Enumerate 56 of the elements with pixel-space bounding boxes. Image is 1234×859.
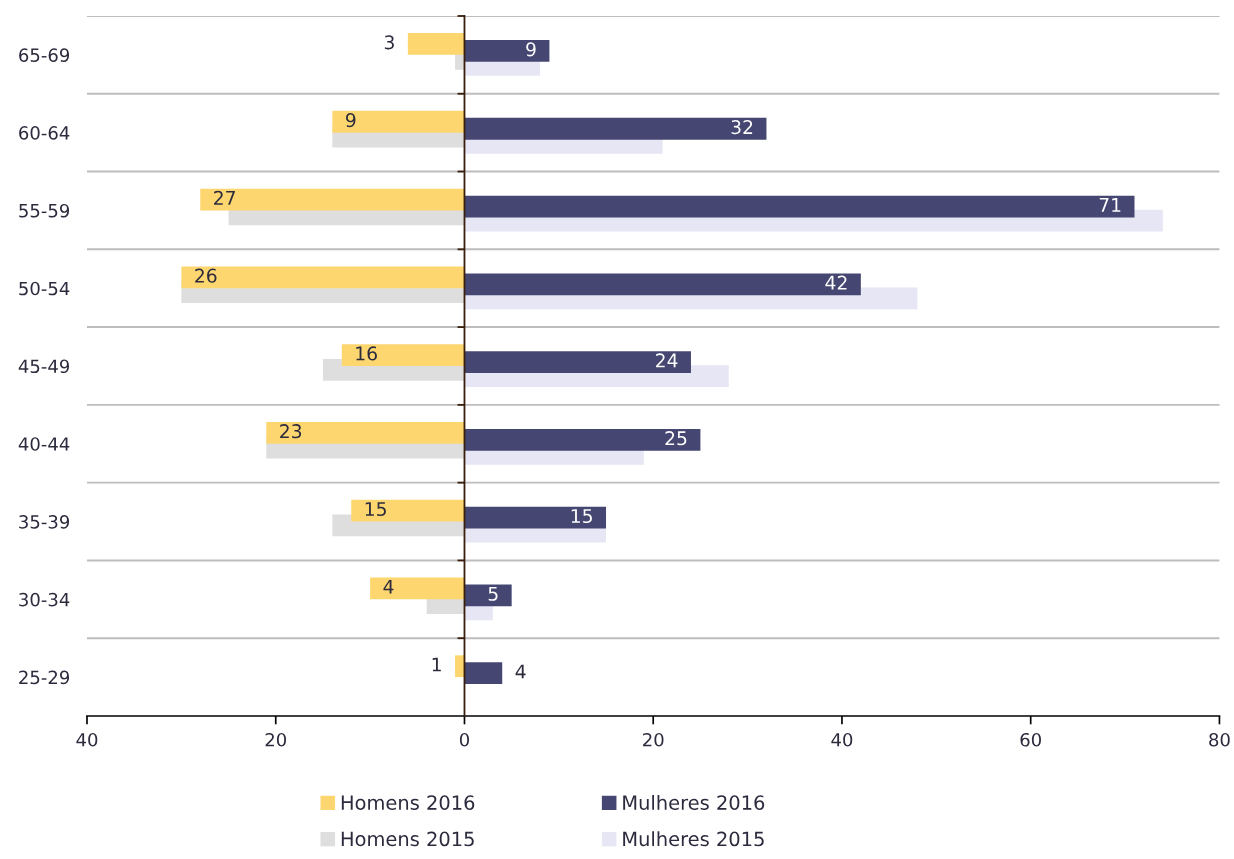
bar bbox=[332, 110, 465, 133]
bar bbox=[370, 577, 465, 600]
x-tick-label: 0 bbox=[459, 732, 470, 747]
legend-label: Mulheres 2015 bbox=[623, 831, 764, 847]
y-tick-label: 30-34 bbox=[19, 592, 70, 607]
bar bbox=[266, 421, 465, 444]
bar bbox=[341, 344, 465, 366]
annotation: 15 bbox=[365, 502, 386, 517]
y-tick-label: 45-49 bbox=[18, 359, 70, 374]
data-label: 25 bbox=[665, 431, 687, 446]
annotation: 26 bbox=[195, 268, 217, 283]
bar bbox=[200, 188, 465, 211]
bar bbox=[464, 662, 503, 685]
bar bbox=[464, 195, 1135, 218]
bar bbox=[464, 506, 607, 529]
data-label: 24 bbox=[656, 353, 678, 368]
legend-label: Homens 2015 bbox=[341, 831, 474, 847]
data-label: 32 bbox=[731, 120, 753, 135]
annotation: 9 bbox=[346, 113, 356, 128]
y-tick-label: 60-64 bbox=[19, 126, 70, 140]
bar bbox=[181, 266, 465, 289]
bar bbox=[464, 428, 701, 451]
x-tick-label: 20 bbox=[643, 732, 664, 747]
annotation: 27 bbox=[214, 190, 235, 205]
data-label: 15 bbox=[571, 509, 592, 524]
x-tick-label: 20 bbox=[265, 732, 287, 747]
legend-label: Homens 2016 bbox=[341, 795, 475, 810]
data-label: 71 bbox=[1099, 198, 1121, 212]
annotation: 4 bbox=[383, 579, 394, 594]
y-tick-label: 55-59 bbox=[19, 203, 70, 218]
bar bbox=[464, 273, 861, 296]
y-tick-label: 65-69 bbox=[19, 48, 70, 62]
bar bbox=[455, 655, 465, 678]
data-label: 9 bbox=[526, 42, 536, 57]
x-tick-label: 40 bbox=[831, 732, 853, 747]
data-label: 42 bbox=[825, 275, 847, 290]
annotation: 16 bbox=[356, 346, 377, 361]
bar bbox=[407, 33, 465, 55]
legend-label: Mulheres 2016 bbox=[623, 794, 765, 810]
annotation: 23 bbox=[280, 424, 302, 439]
bar bbox=[464, 117, 767, 140]
bar bbox=[351, 499, 465, 522]
bar bbox=[464, 40, 550, 62]
y-tick-label: 50-54 bbox=[19, 281, 70, 296]
annotation: 1 bbox=[432, 657, 441, 672]
x-tick-label: 60 bbox=[1020, 732, 1041, 747]
bar bbox=[464, 351, 691, 373]
data-label: 4 bbox=[515, 664, 526, 679]
x-tick-label: 80 bbox=[1209, 732, 1230, 747]
y-tick-label: 40-44 bbox=[18, 437, 70, 451]
y-tick-label: 35-39 bbox=[19, 514, 70, 529]
bar bbox=[464, 584, 512, 607]
y-tick-label: 25-29 bbox=[19, 670, 70, 685]
annotation: 3 bbox=[384, 35, 394, 50]
x-tick-label: 40 bbox=[76, 732, 98, 747]
data-label: 5 bbox=[488, 586, 498, 601]
